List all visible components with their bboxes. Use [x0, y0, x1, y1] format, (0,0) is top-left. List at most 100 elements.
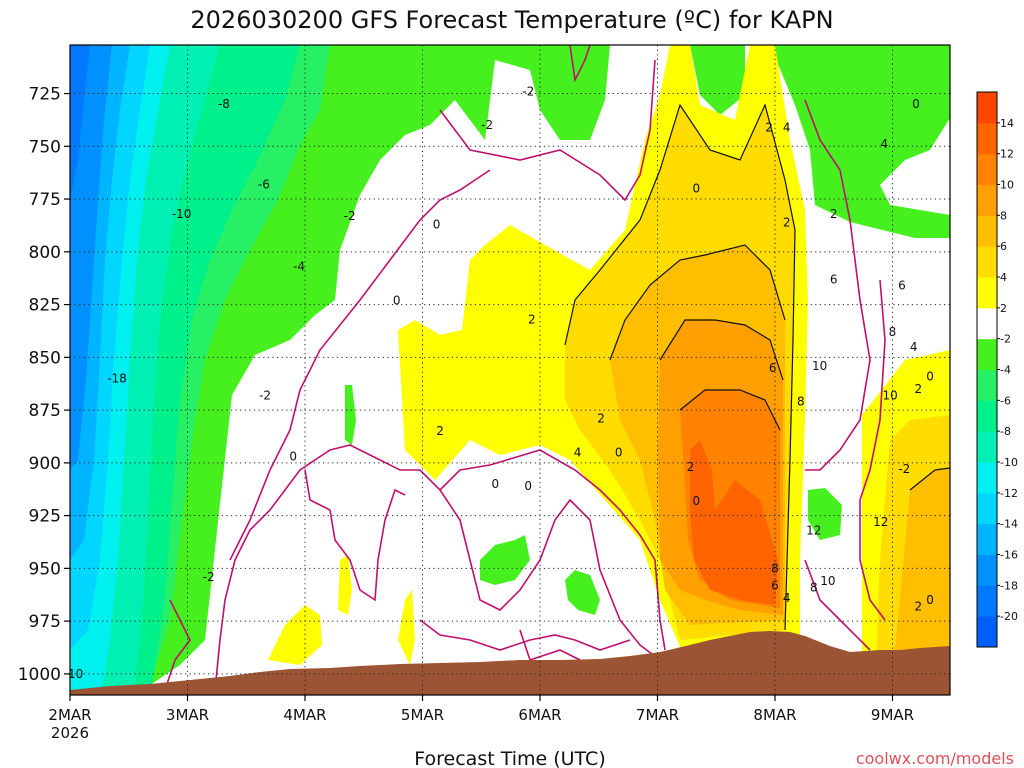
field-green — [70, 45, 950, 690]
contour-lines — [164, 45, 950, 691]
contour-label: 2 — [1006, 473, 1014, 487]
contour-label: 2 — [597, 412, 605, 426]
field-warm-12 — [690, 440, 778, 605]
y-tick-label: 750 — [29, 137, 61, 157]
contour-label: -10 — [64, 667, 84, 681]
colorbar-label: -14 — [1000, 518, 1018, 531]
colorbar-label: -10 — [1000, 456, 1018, 469]
colorbar-label: -8 — [1000, 425, 1011, 438]
isotherm-2 — [564, 103, 796, 631]
contour-label: 0 — [926, 369, 934, 383]
isotherm-0 — [229, 169, 491, 561]
isotherm-0 — [439, 59, 656, 202]
y-tick-label: 725 — [29, 85, 61, 105]
contour-label: -2 — [344, 209, 356, 223]
contour-label: 0 — [964, 352, 972, 366]
x-tick-label: 4MAR — [283, 706, 326, 724]
contour-label: 4 — [910, 340, 918, 354]
field-warm-6b — [890, 468, 950, 695]
colorbar-label: 12 — [1000, 148, 1014, 161]
colorbar-bin — [977, 462, 997, 494]
y-axis: 725 750 775 800 825 850 875 900 925 950 975 1000 — [18, 85, 70, 685]
colorbar-bin — [977, 246, 997, 278]
blob-yellow-2 — [338, 555, 352, 615]
contour-label: 0 — [524, 479, 532, 493]
contour-label: 0 — [926, 593, 934, 607]
x-axis-title: Forecast Time (UTC) — [414, 748, 605, 768]
colorbar-bin — [977, 277, 997, 309]
contour-label: -2 — [259, 388, 271, 402]
colorbar-label: 14 — [1000, 117, 1014, 130]
isotherm-0 — [519, 629, 581, 662]
blob-green-2 — [565, 570, 600, 615]
contour-label: 2 — [783, 215, 791, 229]
contour-label: 2 — [436, 424, 444, 438]
x-tick-label: 5MAR — [401, 706, 444, 724]
colorbar-bin — [977, 369, 997, 401]
y-tick-label: 950 — [29, 559, 61, 579]
contour-label: 6 — [771, 578, 779, 592]
contour-label: -4 — [293, 260, 305, 274]
contour-label: -8 — [218, 97, 230, 111]
contour-label: 0 — [433, 217, 441, 231]
colorbar-label: -16 — [1000, 549, 1018, 562]
isotherm-6 — [659, 319, 784, 381]
field-cold-m18 — [70, 45, 112, 470]
plot-area: -18-10-10-8-6-4-2-2-2-2-2-2-2-4-20000000… — [64, 45, 1024, 695]
contour-labels: -18-10-10-8-6-4-2-2-2-2-2-2-2-4-20000000… — [64, 82, 1024, 681]
isotherm-0 — [439, 489, 661, 661]
blob-green-4 — [345, 385, 356, 445]
contour-label: 8 — [889, 325, 897, 339]
contour-label: -2 — [1016, 82, 1024, 96]
contour-label: 0 — [289, 450, 297, 464]
contour-label: 10 — [883, 388, 898, 402]
contour-label: 0 — [492, 477, 500, 491]
colorbar: -20 -18 -16 -14 -12 -10 -8 -6 -4 -2 2 4 6 8 10 12 14 — [976, 91, 1018, 648]
contour-label: -6 — [258, 177, 270, 191]
colorbar-label: -4 — [1000, 364, 1011, 377]
contour-label: 0 — [912, 97, 920, 111]
contour-label: 2 — [915, 599, 923, 613]
blob-green-1 — [480, 535, 530, 585]
isotherm-0 — [214, 444, 666, 691]
colorbar-bin — [977, 153, 997, 185]
field-cold-m20 — [70, 45, 90, 200]
y-tick-label: 1000 — [18, 665, 61, 685]
isotherm-6 — [909, 467, 950, 491]
colorbar-label: 4 — [1000, 271, 1007, 284]
y-tick-label: 875 — [29, 401, 61, 421]
x-tick-label: 2MAR — [48, 706, 91, 724]
colorbar-bin — [977, 523, 997, 555]
contour-label: 2 — [915, 382, 923, 396]
y-tick-label: 975 — [29, 612, 61, 632]
colorbar-bin — [977, 492, 997, 525]
contour-label: 4 — [574, 445, 582, 459]
contour-label: -10 — [172, 207, 192, 221]
isotherm-4 — [609, 244, 786, 361]
colorbar-bin — [977, 616, 997, 648]
contour-label: 4 — [783, 591, 791, 605]
contour-label: 12 — [873, 515, 888, 529]
colorbar-bin — [977, 585, 997, 617]
y-tick-label: 925 — [29, 507, 61, 527]
y-tick-label: 800 — [29, 243, 61, 263]
blob-yellow-3 — [398, 590, 415, 665]
y-tick-label: 775 — [29, 190, 61, 210]
x-tick-label: 8MAR — [753, 706, 796, 724]
colorbar-bin — [977, 431, 997, 463]
contour-label: 4 — [783, 120, 791, 134]
x-year-label: 2026 — [51, 724, 89, 742]
contour-label: 10 — [820, 574, 835, 588]
colorbar-bin — [977, 307, 997, 340]
contour-label: 8 — [797, 395, 805, 409]
contour-label: 4 — [880, 137, 888, 151]
isotherm-0 — [164, 599, 191, 691]
isotherm-0 — [859, 279, 886, 621]
y-tick-label: 825 — [29, 296, 61, 316]
credit-link[interactable]: coolwx.com/models — [856, 749, 1014, 768]
contour-label: -2 — [898, 462, 910, 476]
contour-label: 12 — [806, 523, 821, 537]
contour-label: 2 — [830, 207, 838, 221]
colorbar-label: -2 — [1000, 333, 1011, 346]
